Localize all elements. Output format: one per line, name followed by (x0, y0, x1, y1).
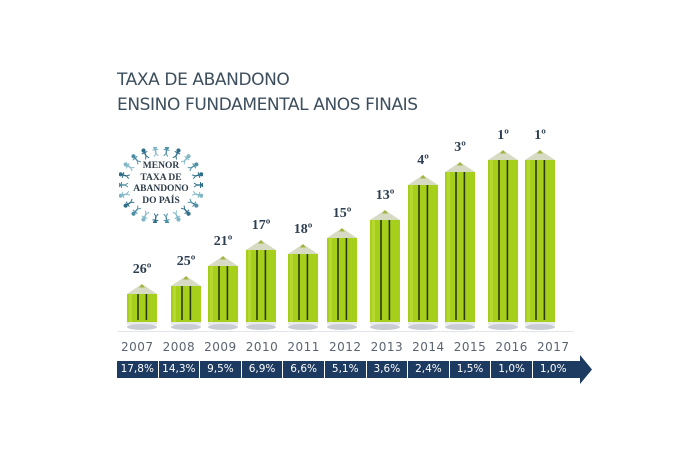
chart-title: TAXA DE ABANDONO ENSINO FUNDAMENTAL ANOS… (117, 68, 418, 118)
rate-cell: 1,5% (449, 361, 491, 378)
year-label: 2016 (495, 340, 528, 354)
rate-cell: 5,1% (325, 361, 366, 378)
rate-cell: 14,3% (158, 361, 200, 378)
pencil-icon (408, 175, 438, 330)
rate-cell: 2,4% (408, 361, 449, 378)
rank-label: 21º (213, 234, 233, 249)
rank-label: 17º (251, 218, 271, 233)
badge-line2: TAXA DE (140, 172, 182, 183)
pencil-bar (246, 240, 276, 337)
pencil-bar (445, 162, 475, 337)
year-label: 2014 (412, 340, 445, 354)
rank-label: 1º (534, 128, 546, 143)
pencil-icon (327, 228, 357, 330)
year-label: 2011 (287, 340, 320, 354)
pencil-bar (370, 210, 400, 337)
rank-label: 1º (497, 128, 509, 143)
pencil-bar (127, 284, 157, 337)
year-label: 2008 (162, 340, 196, 354)
year-label: 2007 (120, 340, 154, 354)
chart-title-line2: ENSINO FUNDAMENTAL ANOS FINAIS (117, 95, 418, 115)
rate-cell: 1,0% (533, 361, 574, 378)
rate-cell: 17,8% (117, 361, 158, 378)
pencil-icon (525, 150, 555, 330)
year-label: 2010 (245, 340, 279, 354)
arrow-right-icon (572, 355, 592, 384)
pencil-bar (488, 150, 518, 337)
chart-title-line1: TAXA DE ABANDONO (117, 70, 290, 90)
year-label: 2015 (453, 340, 487, 354)
rank-label: 3º (454, 140, 466, 155)
pencil-bar (327, 228, 357, 337)
pencil-icon (370, 210, 400, 330)
badge-line3: ABANDONO (133, 184, 189, 194)
pencil-icon (171, 276, 201, 330)
year-label: 2012 (328, 340, 362, 354)
rate-cell: 3,6% (366, 361, 408, 378)
badge-line1: MENOR (142, 161, 180, 171)
rate-cell: 6,6% (283, 361, 324, 378)
badge-line4: DO PAÍS (142, 195, 180, 206)
pencil-bar (408, 175, 438, 337)
pencil-bar (171, 276, 201, 337)
rank-label: 4º (417, 153, 429, 168)
rank-label: 15º (332, 206, 352, 221)
pencil-bar (208, 256, 238, 337)
rank-label: 18º (293, 222, 313, 237)
rate-cell: 6,9% (241, 361, 283, 378)
rank-label: 25º (176, 254, 196, 269)
lowest-rate-badge: MENOR TAXA DE ABANDONO DO PAÍS (119, 147, 203, 223)
chart-baseline (118, 331, 574, 332)
year-label: 2009 (204, 340, 237, 354)
pencil-icon (445, 162, 475, 330)
rate-cell: 9,5% (200, 361, 241, 378)
pencil-bar (288, 244, 318, 337)
rank-label: 13º (375, 188, 395, 203)
pencil-bar (525, 150, 555, 337)
pencil-icon (288, 244, 318, 330)
pencil-icon (127, 284, 157, 330)
rate-timeline: 17,8% 14,3% 9,5% 6,9% 6,6% 5,1% 3,6% 2,4% 1,5% 1,… (117, 361, 574, 378)
year-label: 2017 (536, 340, 570, 354)
rank-label: 26º (132, 262, 152, 277)
pencil-icon (246, 240, 276, 330)
pencil-icon (208, 256, 238, 330)
year-label: 2013 (370, 340, 404, 354)
pencil-icon (488, 150, 518, 330)
rate-cell: 1,0% (491, 361, 532, 378)
people-circle-icon (119, 147, 203, 223)
